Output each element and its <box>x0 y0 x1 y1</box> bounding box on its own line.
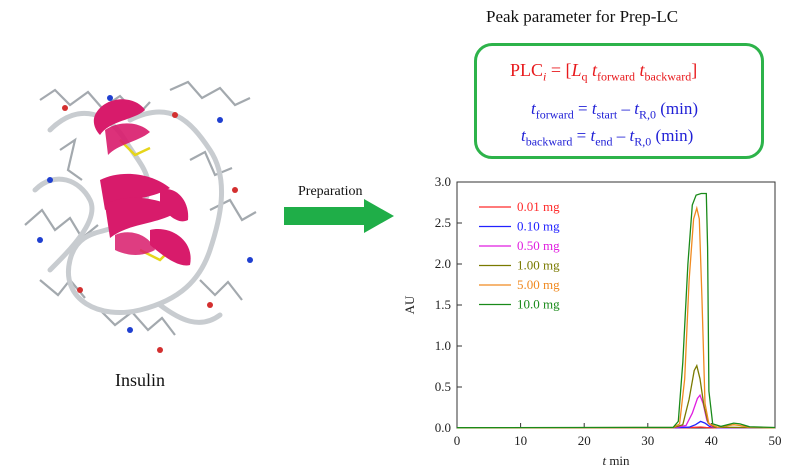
y-tick-label: 2.0 <box>435 256 451 271</box>
series-line-3 <box>457 393 776 429</box>
series-line-5 <box>456 205 776 429</box>
series-line-4 <box>456 363 776 429</box>
forward-formula: tforward = tstart – tR,0 (min) <box>531 99 698 122</box>
x-tick-label: 30 <box>641 433 654 448</box>
atom-markers <box>37 95 253 353</box>
plc-formula: PLCi = [Lq tforward tbackward] <box>510 60 698 84</box>
preparation-arrow <box>284 199 394 233</box>
x-tick-label: 40 <box>705 433 718 448</box>
y-tick-label: 3.0 <box>435 174 451 189</box>
legend-label-5: 5.00 mg <box>517 277 560 292</box>
x-tick-label: 20 <box>578 433 591 448</box>
legend-label-6: 10.0 mg <box>517 297 560 312</box>
x-tick-label: 0 <box>454 433 461 448</box>
x-tick-label: 50 <box>769 433 782 448</box>
backward-formula: tbackward = tend – tR,0 (min) <box>521 126 694 149</box>
y-tick-label: 0.0 <box>435 420 451 435</box>
legend-label-3: 0.50 mg <box>517 238 560 253</box>
y-tick-label: 2.5 <box>435 215 451 230</box>
y-tick-label: 1.0 <box>435 338 451 353</box>
alpha-helices <box>93 99 191 266</box>
arrow-label: Preparation <box>298 184 363 199</box>
legend-label-4: 1.00 mg <box>517 258 560 273</box>
x-axis-label: t min <box>602 453 630 468</box>
molecule-label: Insulin <box>115 370 166 390</box>
legend-label-1: 0.01 mg <box>517 199 560 214</box>
y-tick-label: 0.5 <box>435 379 451 394</box>
chromatogram-chart: 0 10 20 30 40 50 0.0 0.5 1.0 1.5 2.0 2.5 3.0 t min AU 0… <box>402 174 782 468</box>
formula-box <box>474 43 764 159</box>
y-axis-label: AU <box>402 295 417 314</box>
insulin-molecule-image <box>24 80 257 353</box>
series-line-6 <box>456 192 776 429</box>
legend-label-2: 0.10 mg <box>517 219 560 234</box>
panel-title: Peak parameter for Prep-LC <box>486 7 679 26</box>
x-tick-label: 10 <box>514 433 527 448</box>
y-tick-label: 1.5 <box>435 297 451 312</box>
